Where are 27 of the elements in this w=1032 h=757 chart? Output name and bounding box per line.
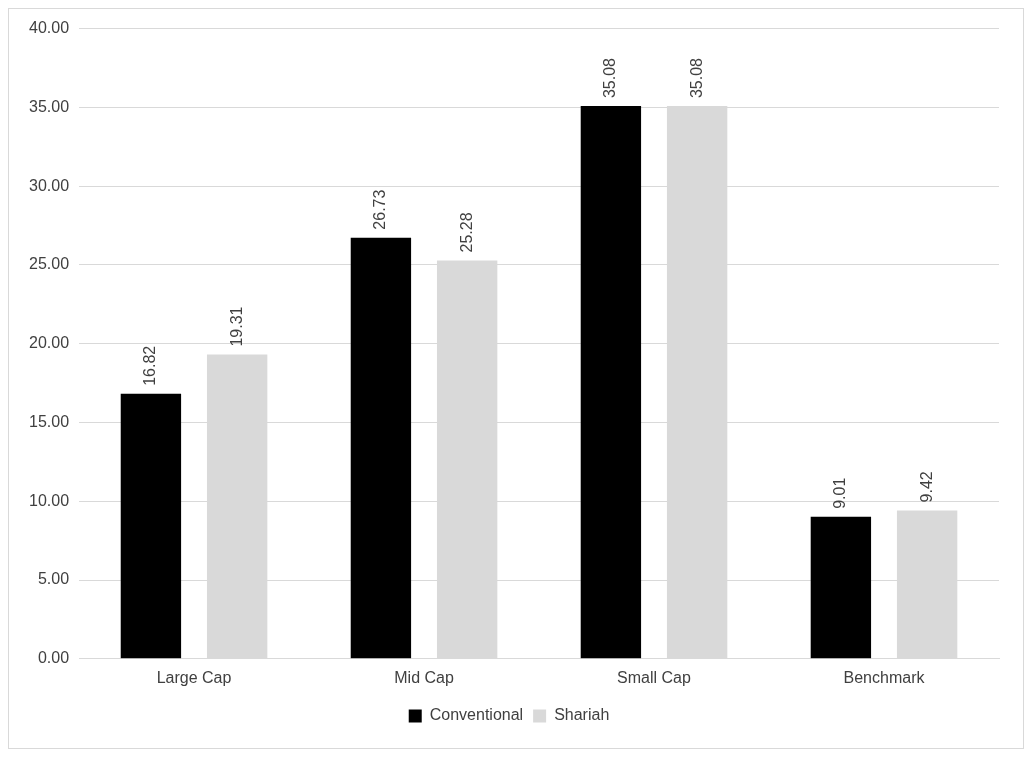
y-tick-label: 35.00 <box>28 97 70 115</box>
data-label: 9.42 <box>917 471 935 503</box>
y-tick-label: 0.00 <box>37 649 70 667</box>
bar <box>120 393 182 659</box>
legend-label: Shariah <box>554 706 610 724</box>
data-label: 26.73 <box>371 189 389 230</box>
data-label: 25.28 <box>457 212 475 253</box>
x-tick-label: Mid Cap <box>394 668 454 686</box>
bar <box>350 237 412 659</box>
data-label: 9.01 <box>831 477 849 509</box>
data-label: 35.08 <box>601 57 619 99</box>
x-tick-label: Benchmark <box>843 668 926 686</box>
bar <box>580 106 642 659</box>
y-tick-label: 20.00 <box>28 334 70 352</box>
x-tick-label: Large Cap <box>156 668 232 686</box>
data-label: 35.08 <box>687 57 705 99</box>
legend-label: Conventional <box>429 706 524 724</box>
bar <box>810 516 872 659</box>
y-tick-label: 25.00 <box>28 255 70 273</box>
y-tick-label: 30.00 <box>28 176 70 194</box>
data-label: 16.82 <box>141 345 159 386</box>
data-label: 19.31 <box>227 306 245 347</box>
y-tick-label: 40.00 <box>28 19 70 37</box>
y-tick-label: 5.00 <box>37 570 70 588</box>
y-tick-label: 10.00 <box>28 491 70 509</box>
x-tick-label: Small Cap <box>617 668 692 686</box>
y-tick-label: 15.00 <box>28 412 70 430</box>
